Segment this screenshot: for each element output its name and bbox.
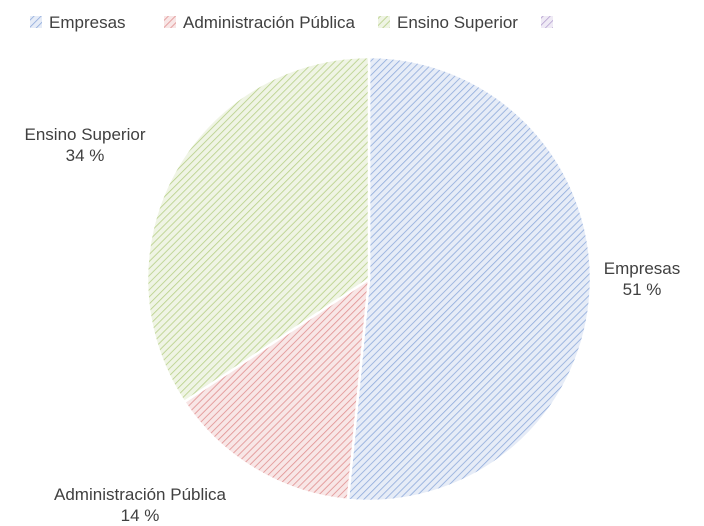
data-percent-empresas: 51 % xyxy=(623,280,662,299)
legend-swatch-empresas xyxy=(30,16,42,28)
data-label-empresas: Empresas xyxy=(604,259,681,278)
legend-swatch-item-3 xyxy=(541,16,553,28)
legend-label-ensino-superior: Ensino Superior xyxy=(397,13,518,32)
legend: Empresas Administración Pública Ensino Sup… xyxy=(30,13,553,32)
legend-swatch-administracion-publica xyxy=(164,16,176,28)
data-labels: Empresas 51 % Administración Pública 14 % En… xyxy=(25,125,681,525)
pie-slices xyxy=(145,55,593,503)
data-label-ensino-superior: Ensino Superior xyxy=(25,125,146,144)
data-percent-ensino-superior: 34 % xyxy=(66,146,105,165)
legend-label-empresas: Empresas xyxy=(49,13,126,32)
data-label-administracion-publica: Administración Pública xyxy=(54,485,227,504)
slice-ensino-superior xyxy=(145,55,371,404)
slice-empresas xyxy=(346,55,593,503)
slice-administracion-publica xyxy=(182,276,371,502)
legend-label-administracion-publica: Administración Pública xyxy=(183,13,356,32)
data-percent-administracion-publica: 14 % xyxy=(121,506,160,525)
legend-swatch-ensino-superior xyxy=(378,16,390,28)
